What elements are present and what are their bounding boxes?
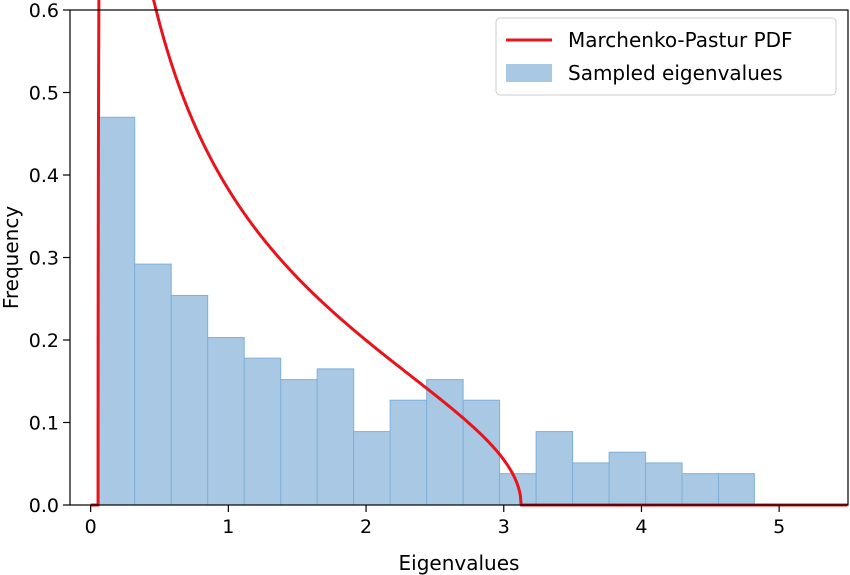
histogram-bar — [426, 379, 464, 506]
axes: 0 1 2 3 4 5 0.0 0.1 0.2 0.3 0.4 0.5 0.6 — [29, 0, 849, 538]
y-tick-label: 0.0 — [29, 495, 59, 517]
y-tick-label: 0.5 — [29, 83, 59, 105]
x-axis-label: Eigenvalues — [399, 551, 520, 575]
legend-pdf-label: Marchenko-Pastur PDF — [568, 28, 793, 52]
y-tick-label: 0.1 — [29, 413, 59, 435]
histogram-bar — [681, 473, 720, 506]
legend-histogram-label: Sampled eigenvalues — [568, 61, 783, 85]
histogram-bar — [134, 263, 172, 506]
pdf-line — [90, 0, 848, 507]
histogram-bar — [462, 399, 501, 506]
y-tick-label: 0.3 — [29, 248, 59, 270]
histogram-bar — [645, 462, 683, 506]
histogram-bar — [389, 399, 428, 506]
histogram-bar — [170, 294, 209, 506]
legend: Marchenko-Pastur PDF Sampled eigenvalues — [495, 17, 837, 96]
x-tick-label: 2 — [360, 516, 372, 538]
histogram-bar — [535, 431, 574, 506]
legend-box — [495, 17, 837, 96]
x-tick-label: 5 — [773, 516, 785, 538]
histogram-bars — [98, 116, 755, 506]
y-axis-label: Frequency — [0, 206, 23, 309]
y-tick-label: 0.6 — [29, 0, 59, 22]
x-tick-label: 3 — [498, 516, 510, 538]
histogram-bar — [98, 116, 136, 506]
y-tick-label: 0.2 — [29, 330, 59, 352]
x-tick-label: 1 — [222, 516, 234, 538]
x-tick-label: 0 — [85, 516, 97, 538]
histogram-bar — [207, 337, 245, 506]
x-tick-label: 4 — [635, 516, 647, 538]
histogram-bar — [572, 462, 610, 506]
y-tick-label: 0.4 — [29, 165, 59, 187]
histogram-bar — [718, 473, 755, 506]
histogram-bar — [316, 368, 355, 506]
histogram-bar — [280, 379, 318, 506]
legend-histogram-swatch — [506, 64, 552, 82]
histogram-bar — [243, 357, 282, 506]
histogram-bar — [353, 431, 391, 506]
histogram-bar — [608, 451, 647, 506]
